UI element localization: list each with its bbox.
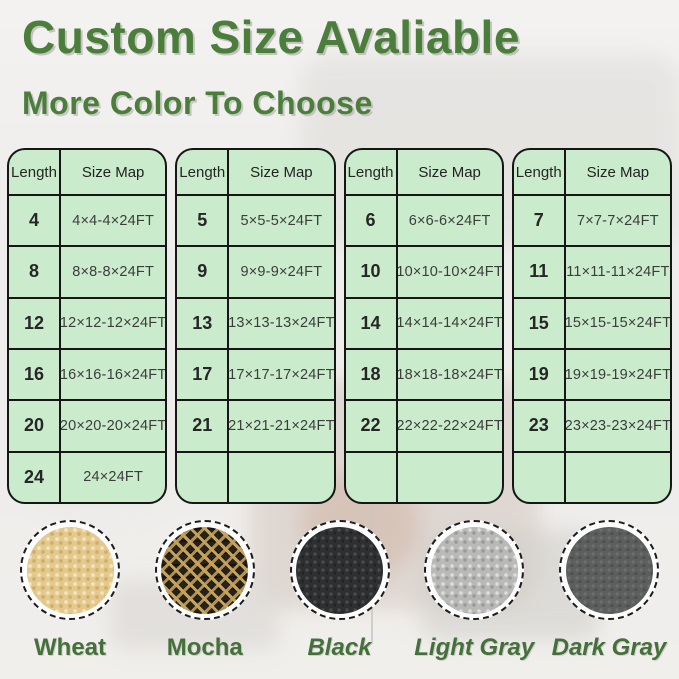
size-cell: 14×14-14×24FT xyxy=(395,296,502,348)
length-cell: 24 xyxy=(9,450,59,502)
size-tables-row: Length Size Map 4 4×4-4×24FT 8 8×8-8×24F… xyxy=(7,148,672,504)
swatch-light-gray: Light Gray xyxy=(412,520,536,662)
length-cell: 13 xyxy=(177,296,228,348)
length-cell: 22 xyxy=(345,399,396,450)
size-cell: 12×12-12×24FT xyxy=(59,296,166,348)
length-cell: 4 xyxy=(9,194,59,245)
size-cell: 11×11-11×24FT xyxy=(563,245,670,297)
swatch-dashed-ring xyxy=(154,520,255,620)
length-cell: 12 xyxy=(9,296,59,348)
column-header-length: Length xyxy=(11,163,57,181)
color-swatches-row: Wheat Mocha Black Light Gray Dark Gray xyxy=(0,520,679,662)
length-cell: 21 xyxy=(177,399,228,450)
column-header-size-map: Size Map xyxy=(395,150,502,194)
column-header-size-map: Size Map xyxy=(59,150,165,194)
page-subtitle: More Color To Choose xyxy=(22,84,373,121)
size-cell: 10×10-10×24FT xyxy=(395,245,502,297)
size-cell: 6×6-6×24FT xyxy=(395,194,502,246)
length-cell: 10 xyxy=(345,245,396,296)
length-cell: 14 xyxy=(345,296,396,348)
swatch-dashed-ring xyxy=(424,520,525,620)
size-cell: 23×23-23×24FT xyxy=(563,399,670,451)
swatch-dashed-ring xyxy=(289,520,390,620)
size-cell: 9×9-9×24FT xyxy=(227,245,334,297)
length-cell: 16 xyxy=(9,347,59,399)
swatch-label: Wheat xyxy=(34,634,106,661)
size-table-3: Length Size Map 6 6×6-6×24FT 10 10×10-10… xyxy=(343,148,504,504)
size-cell-empty xyxy=(395,450,502,502)
length-cell: 20 xyxy=(9,399,59,450)
size-cell: 7×7-7×24FT xyxy=(563,194,670,246)
header: Custom Size Avaliable More Color To Choo… xyxy=(22,12,520,122)
page-title: Custom Size Avaliable xyxy=(22,11,520,63)
swatch-dark-gray: Dark Gray xyxy=(547,520,671,662)
size-table-1: Length Size Map 4 4×4-4×24FT 8 8×8-8×24F… xyxy=(7,148,168,504)
size-cell: 15×15-15×24FT xyxy=(563,296,670,348)
column-header-length: Length xyxy=(347,163,394,181)
size-cell: 19×19-19×24FT xyxy=(563,347,670,400)
length-cell: 9 xyxy=(177,245,228,296)
size-cell-empty xyxy=(227,450,334,502)
size-cell: 18×18-18×24FT xyxy=(395,347,502,400)
length-cell: 17 xyxy=(177,347,228,399)
size-cell: 22×22-22×24FT xyxy=(395,399,502,451)
swatch-label: Mocha xyxy=(166,634,243,661)
column-header-length: Length xyxy=(515,163,562,181)
size-cell: 8×8-8×24FT xyxy=(59,245,166,297)
swatch-dashed-ring xyxy=(559,520,659,620)
swatch-label: Black xyxy=(307,634,372,661)
swatch-dashed-ring xyxy=(20,520,120,620)
dark-gray-fabric-texture xyxy=(565,526,653,614)
swatch-label: Dark Gray xyxy=(551,634,667,661)
size-cell: 13×13-13×24FT xyxy=(227,296,334,348)
size-cell-empty xyxy=(563,450,670,502)
column-header-size-map: Size Map xyxy=(227,150,333,194)
column-header-size-map: Size Map xyxy=(563,150,670,194)
swatch-wheat: Wheat xyxy=(8,520,132,662)
size-cell: 17×17-17×24FT xyxy=(227,347,334,400)
length-cell: 19 xyxy=(513,347,564,399)
length-cell-empty xyxy=(177,450,228,502)
size-table-2: Length Size Map 5 5×5-5×24FT 9 9×9-9×24F… xyxy=(175,148,336,504)
size-cell: 20×20-20×24FT xyxy=(59,399,166,451)
size-cell: 24×24FT xyxy=(59,450,166,502)
length-cell: 11 xyxy=(513,245,564,296)
swatch-label: Light Gray xyxy=(414,634,535,661)
length-cell: 15 xyxy=(513,296,564,348)
length-cell-empty xyxy=(513,450,564,502)
column-header-length: Length xyxy=(179,163,226,181)
wheat-fabric-texture xyxy=(26,526,114,614)
size-table-4: Length Size Map 7 7×7-7×24FT 11 11×11-11… xyxy=(511,148,672,504)
size-cell: 4×4-4×24FT xyxy=(59,194,166,246)
length-cell: 5 xyxy=(177,194,228,245)
size-cell: 16×16-16×24FT xyxy=(59,347,166,400)
swatch-black: Black xyxy=(278,520,402,662)
size-cell: 5×5-5×24FT xyxy=(227,194,334,246)
length-cell: 7 xyxy=(513,194,564,245)
length-cell: 8 xyxy=(9,245,59,296)
light-gray-fabric-texture xyxy=(430,526,518,614)
length-cell: 6 xyxy=(345,194,396,245)
length-cell: 18 xyxy=(345,347,396,399)
size-cell: 21×21-21×24FT xyxy=(227,399,334,451)
black-fabric-texture xyxy=(296,526,383,614)
length-cell: 23 xyxy=(513,399,564,450)
length-cell-empty xyxy=(345,450,396,502)
swatch-mocha: Mocha xyxy=(143,520,267,662)
mocha-fabric-texture xyxy=(161,526,249,614)
